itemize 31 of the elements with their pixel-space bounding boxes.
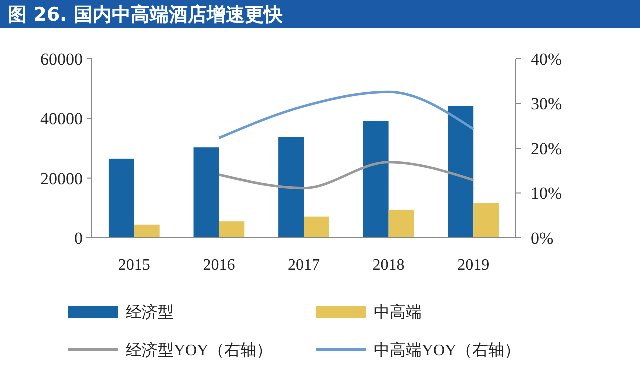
- y-tick-label: 60000: [40, 50, 83, 69]
- chart-title: 图 26. 国内中高端酒店增速更快: [8, 4, 284, 26]
- y2-tick-label: 10%: [531, 184, 562, 204]
- bar: [219, 222, 245, 238]
- bar: [108, 158, 134, 238]
- y2-tick-label: 0%: [531, 228, 554, 248]
- y-tick-label: 0: [74, 228, 83, 248]
- bar: [388, 210, 414, 238]
- bar: [194, 148, 220, 238]
- y2-tick-label: 40%: [531, 50, 562, 69]
- x-tick-label: 2018: [372, 257, 405, 274]
- bar: [134, 224, 160, 238]
- y-tick-label: 40000: [40, 110, 83, 129]
- y-tick-label: 20000: [40, 169, 83, 188]
- x-tick-label: 2016: [203, 257, 236, 274]
- x-tick-label: 2017: [288, 257, 320, 274]
- bar: [448, 106, 474, 238]
- line-series: [218, 161, 475, 190]
- y2-tick-label: 20%: [531, 139, 562, 158]
- x-tick-label: 2015: [118, 257, 150, 274]
- legend-label: 经济型: [126, 304, 174, 322]
- legend-label: 中高端YOY（右轴）: [374, 342, 521, 360]
- bar: [278, 137, 304, 238]
- bar: [304, 216, 330, 238]
- x-tick-label: 2019: [458, 257, 490, 274]
- legend-label: 经济型YOY（右轴）: [126, 342, 273, 360]
- bar: [474, 203, 500, 238]
- bar: [363, 121, 389, 238]
- legend-label: 中高端: [374, 304, 422, 322]
- y2-tick-label: 30%: [531, 94, 562, 114]
- line-series: [218, 90, 475, 140]
